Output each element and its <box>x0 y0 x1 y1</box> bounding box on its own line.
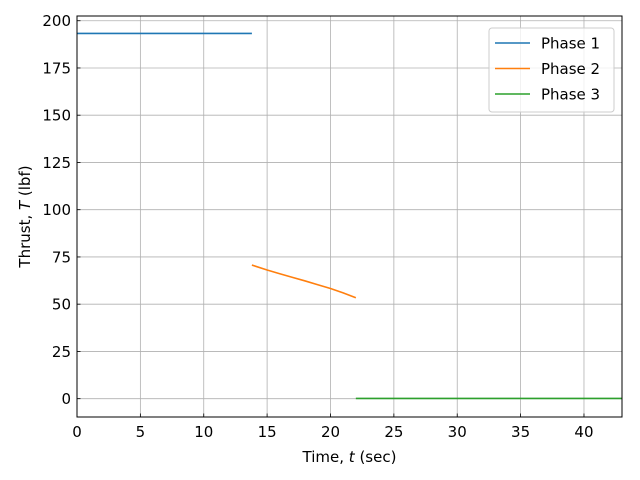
y-tick-label: 50 <box>52 296 71 314</box>
x-axis-label-symbol: t <box>349 448 356 466</box>
y-tick-label: 200 <box>42 12 71 30</box>
x-tick-label: 40 <box>574 423 593 441</box>
x-axis-label: Time, t (sec) <box>302 448 397 466</box>
y-tick-label: 75 <box>52 248 71 266</box>
legend-label: Phase 2 <box>541 60 600 78</box>
y-axis-label-symbol: T <box>16 199 34 210</box>
y-tick-label: 150 <box>42 107 71 125</box>
x-axis-label-prefix: Time, <box>302 448 349 466</box>
legend: Phase 1 Phase 2 Phase 3 <box>488 27 615 113</box>
y-axis-label-unit: (lbf) <box>16 165 34 200</box>
y-axis-label-prefix: Thrust, <box>16 210 34 269</box>
x-tick-label: 5 <box>136 423 146 441</box>
grid-lines <box>76 16 622 417</box>
y-tick-label: 0 <box>61 390 71 408</box>
x-axis-label-unit: (sec) <box>355 448 397 466</box>
x-tick-label: 25 <box>384 423 403 441</box>
y-tick-label: 25 <box>52 343 71 361</box>
x-tick-label: 30 <box>448 423 467 441</box>
y-axis-ticks: 0 25 50 75 100 125 150 175 200 <box>42 12 81 408</box>
x-tick-label: 35 <box>511 423 530 441</box>
series-lines <box>77 32 622 400</box>
y-axis-label: Thrust, T (lbf) <box>16 165 34 268</box>
series-line-phase-2 <box>251 264 357 299</box>
x-tick-label: 0 <box>72 423 82 441</box>
x-tick-label: 15 <box>258 423 277 441</box>
legend-label: Phase 1 <box>541 35 600 53</box>
plot-frame <box>76 15 623 418</box>
y-tick-label: 175 <box>42 59 71 77</box>
legend-label: Phase 3 <box>541 86 600 104</box>
y-tick-label: 125 <box>42 154 71 172</box>
x-tick-label: 10 <box>194 423 213 441</box>
y-tick-label: 100 <box>42 201 71 219</box>
x-tick-label: 20 <box>321 423 340 441</box>
x-axis-ticks: 0 5 10 15 20 25 30 35 40 <box>72 413 594 441</box>
legend-box <box>488 27 615 113</box>
axes <box>76 15 623 418</box>
